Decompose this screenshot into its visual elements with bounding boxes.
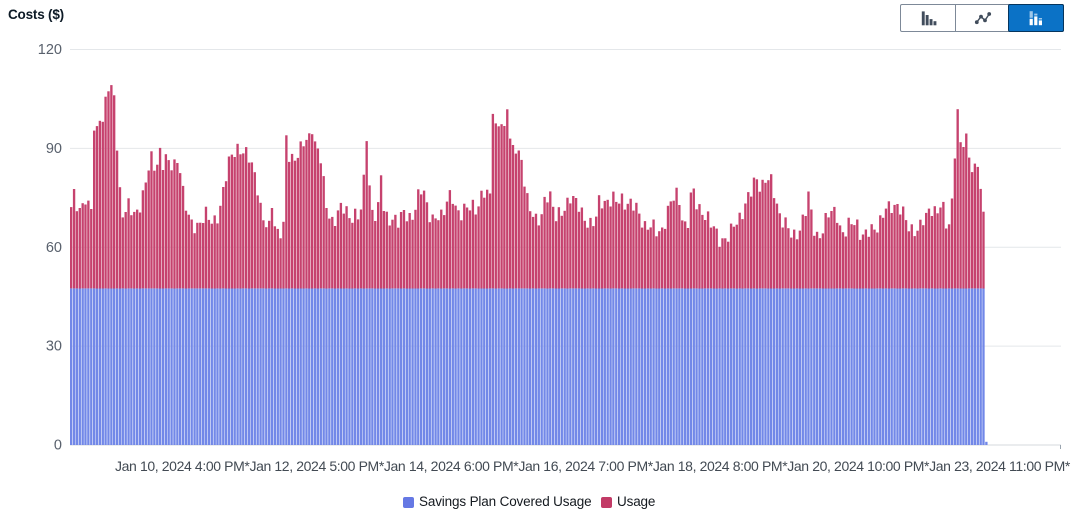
svg-text:30: 30 bbox=[46, 339, 62, 355]
svg-text:60: 60 bbox=[46, 240, 62, 256]
svg-text:0: 0 bbox=[54, 438, 62, 454]
svg-text:120: 120 bbox=[38, 42, 62, 58]
svg-text:90: 90 bbox=[46, 141, 62, 157]
